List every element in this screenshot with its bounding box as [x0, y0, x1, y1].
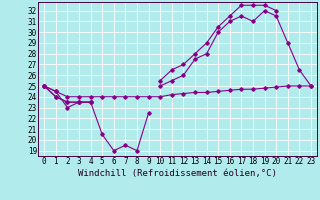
X-axis label: Windchill (Refroidissement éolien,°C): Windchill (Refroidissement éolien,°C)	[78, 169, 277, 178]
